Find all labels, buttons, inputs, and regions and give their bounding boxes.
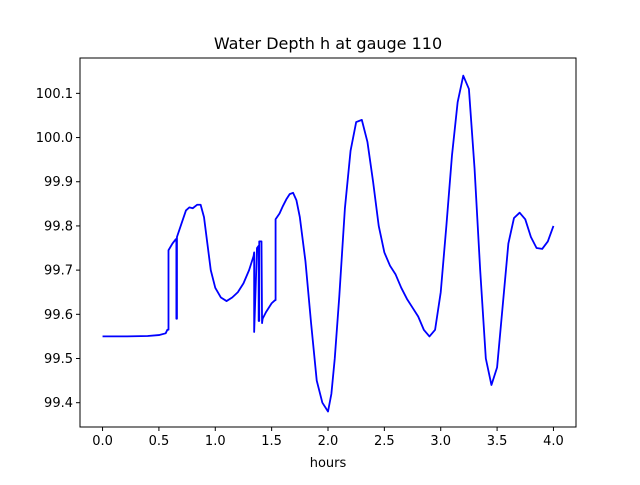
plot-area [102,74,555,413]
x-tick-label: 3.5 [487,434,508,449]
y-tick-label: 99.6 [44,308,73,323]
y-tick-label: 100.1 [36,87,73,102]
x-axis-label: hours [310,456,347,471]
y-tick-label: 99.5 [44,352,73,367]
series-line-0 [102,74,555,413]
y-tick-label: 99.7 [44,264,73,279]
x-tick-label: 1.0 [205,434,226,449]
y-tick-label: 99.4 [44,396,73,411]
x-tick-label: 0.5 [149,434,170,449]
x-tick-label: 3.0 [430,434,451,449]
x-tick-label: 1.5 [261,434,282,449]
axes: 0.0 0.5 1.0 1.5 2.0 2.5 3.0 3.5 4.0 99.4 99.5 99.6 9… [36,57,577,449]
x-tick-label: 0.0 [92,434,113,449]
y-tick-label: 100.0 [36,131,73,146]
chart-title: Water Depth h at gauge 110 [214,34,442,53]
x-tick-label: 2.0 [318,434,339,449]
x-tick-label: 2.5 [374,434,395,449]
y-tick-label: 99.9 [44,175,73,190]
x-tick-label: 4.0 [543,434,564,449]
axes-frame [79,57,577,428]
y-tick-label: 99.8 [44,219,73,234]
